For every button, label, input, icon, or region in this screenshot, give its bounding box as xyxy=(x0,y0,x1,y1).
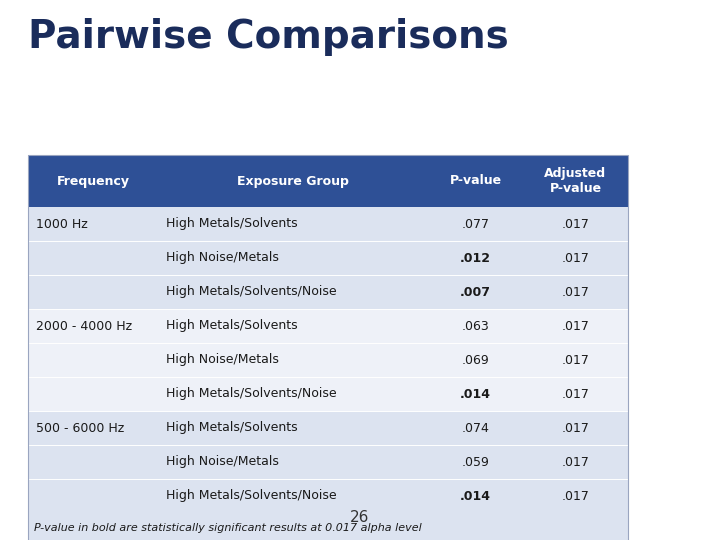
Text: .077: .077 xyxy=(462,218,490,231)
Text: .017: .017 xyxy=(562,456,590,469)
Text: 1000 Hz: 1000 Hz xyxy=(36,218,88,231)
Bar xyxy=(28,241,628,275)
Text: .074: .074 xyxy=(462,422,490,435)
Bar xyxy=(28,343,628,377)
Text: .017: .017 xyxy=(562,422,590,435)
Bar xyxy=(28,411,628,445)
Text: .017: .017 xyxy=(562,218,590,231)
Text: .014: .014 xyxy=(460,489,491,503)
Text: .017: .017 xyxy=(562,388,590,401)
Bar xyxy=(28,155,628,207)
Text: Frequency: Frequency xyxy=(56,174,130,187)
Bar xyxy=(28,377,628,411)
Text: .063: .063 xyxy=(462,320,490,333)
Text: 2000 - 4000 Hz: 2000 - 4000 Hz xyxy=(36,320,132,333)
Text: High Noise/Metals: High Noise/Metals xyxy=(166,354,279,367)
Text: Adjusted
P-value: Adjusted P-value xyxy=(544,167,606,195)
Bar xyxy=(28,275,628,309)
Text: 26: 26 xyxy=(351,510,369,525)
Text: .014: .014 xyxy=(460,388,491,401)
Bar xyxy=(28,309,628,343)
Text: Exposure Group: Exposure Group xyxy=(237,174,349,187)
Text: High Metals/Solvents: High Metals/Solvents xyxy=(166,320,297,333)
Text: High Noise/Metals: High Noise/Metals xyxy=(166,456,279,469)
Text: P-value in bold are statistically significant results at 0.017 alpha level: P-value in bold are statistically signif… xyxy=(34,523,422,533)
Text: 500 - 6000 Hz: 500 - 6000 Hz xyxy=(36,422,125,435)
Bar xyxy=(28,207,628,241)
Text: .017: .017 xyxy=(562,320,590,333)
Bar xyxy=(28,513,628,540)
Text: High Metals/Solvents/Noise: High Metals/Solvents/Noise xyxy=(166,286,337,299)
Text: .017: .017 xyxy=(562,354,590,367)
Text: High Metals/Solvents/Noise: High Metals/Solvents/Noise xyxy=(166,489,337,503)
Text: .017: .017 xyxy=(562,286,590,299)
Text: High Noise/Metals: High Noise/Metals xyxy=(166,252,279,265)
Text: P-value: P-value xyxy=(449,174,502,187)
Text: .007: .007 xyxy=(460,286,491,299)
Bar xyxy=(28,155,628,540)
Bar xyxy=(28,445,628,479)
Text: High Metals/Solvents: High Metals/Solvents xyxy=(166,422,297,435)
Text: .017: .017 xyxy=(562,252,590,265)
Text: .069: .069 xyxy=(462,354,490,367)
Text: High Metals/Solvents/Noise: High Metals/Solvents/Noise xyxy=(166,388,337,401)
Text: High Metals/Solvents: High Metals/Solvents xyxy=(166,218,297,231)
Bar xyxy=(28,479,628,513)
Text: Pairwise Comparisons: Pairwise Comparisons xyxy=(28,18,509,56)
Text: .059: .059 xyxy=(462,456,490,469)
Text: .012: .012 xyxy=(460,252,491,265)
Text: .017: .017 xyxy=(562,489,590,503)
